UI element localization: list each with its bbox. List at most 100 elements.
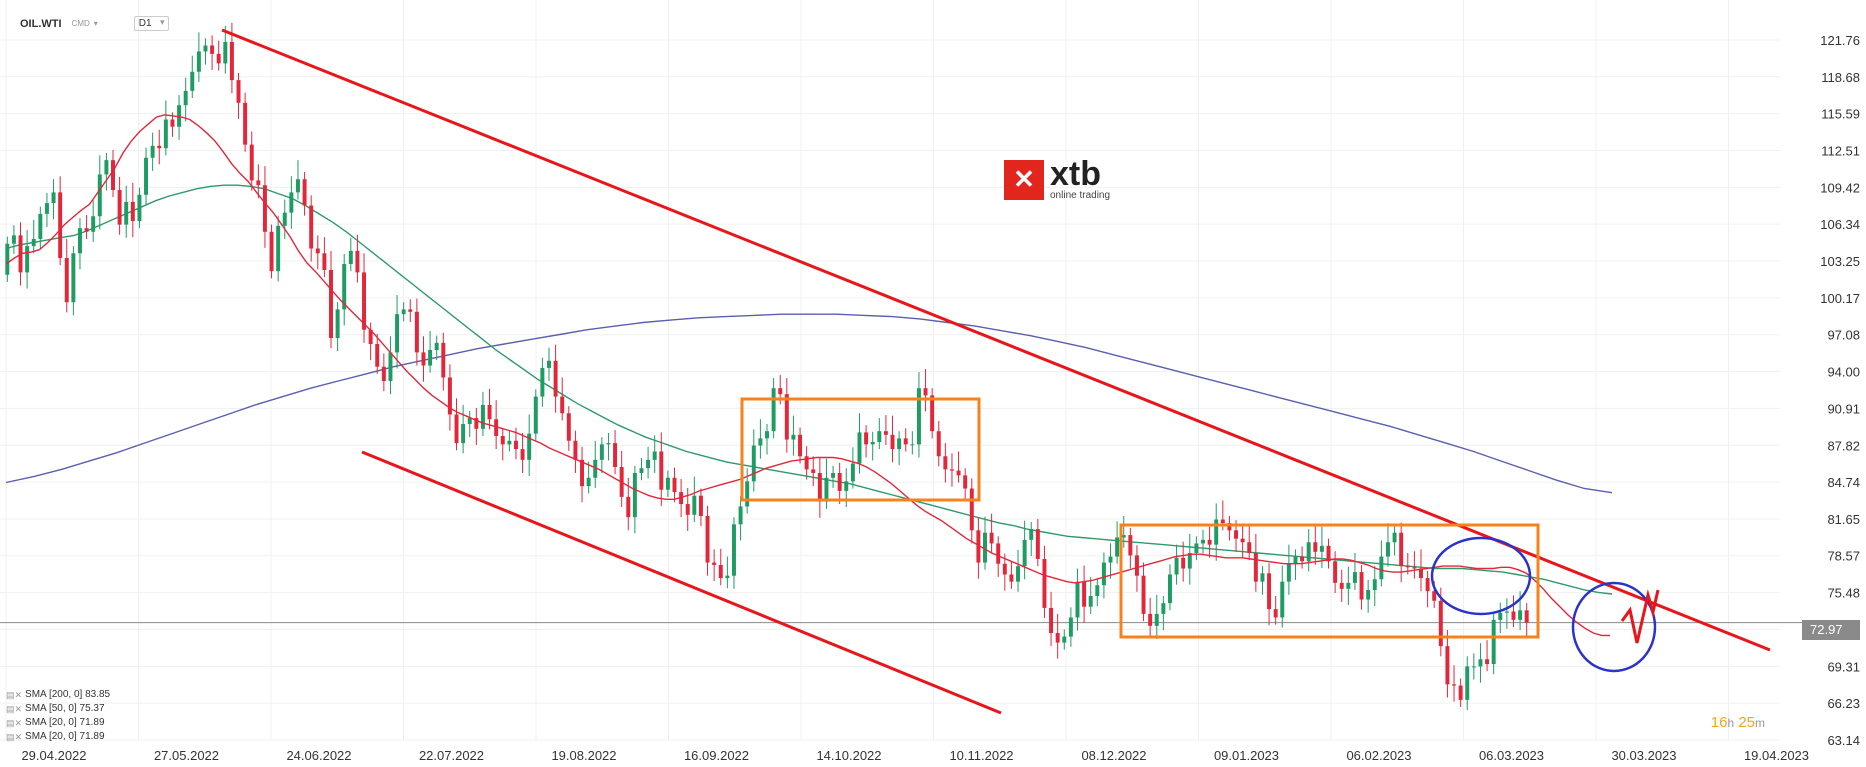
- candle-body: [1438, 600, 1443, 647]
- candle-body: [282, 212, 287, 226]
- candle-body: [1425, 578, 1430, 592]
- candle-body: [236, 80, 241, 103]
- candle-body: [705, 515, 710, 563]
- candle-body: [1167, 574, 1172, 604]
- legend-item[interactable]: ▤✕ SMA [200, 0] 83.85: [6, 688, 110, 702]
- candle-body: [1293, 556, 1298, 564]
- y-tick-label: 106.34: [1820, 217, 1860, 232]
- candle-body: [1220, 519, 1225, 524]
- candle-body: [1326, 545, 1331, 562]
- candle-body: [1339, 582, 1344, 589]
- candle-body: [1458, 685, 1463, 700]
- settings-icon[interactable]: ▤✕: [6, 690, 23, 700]
- candle-body: [1134, 555, 1139, 576]
- timeframe-select[interactable]: D1: [133, 16, 169, 31]
- legend-item[interactable]: ▤✕ SMA [50, 0] 75.37: [6, 702, 110, 716]
- candle-body: [540, 367, 545, 397]
- candle-body: [1511, 611, 1516, 620]
- candle-body: [44, 203, 49, 214]
- candle-body: [64, 258, 69, 303]
- candle-body: [659, 451, 664, 490]
- candle-body: [652, 451, 657, 460]
- candle-body: [335, 309, 340, 339]
- candle-body: [1478, 659, 1483, 667]
- timer-hours-unit: h: [1727, 716, 1735, 730]
- candle-body: [302, 179, 307, 206]
- candle-body: [111, 160, 115, 190]
- candle-body: [150, 145, 155, 158]
- x-tick-label: 22.07.2022: [419, 748, 484, 763]
- candle-body: [758, 438, 763, 446]
- legend-item[interactable]: ▤✕ SMA [20, 0] 71.89: [6, 730, 110, 744]
- price-axis: 121.76 118.68 115.59 112.51 109.42 106.34 103.…: [1820, 33, 1860, 748]
- candle-body: [963, 475, 968, 489]
- candle-body: [804, 456, 809, 470]
- candle-body: [84, 228, 89, 232]
- candle-body: [342, 264, 347, 310]
- candle-body: [1121, 535, 1126, 538]
- candle-body: [467, 418, 472, 425]
- symbol-dropdown-icon[interactable]: ▾: [93, 19, 98, 28]
- candle-body: [1154, 613, 1159, 626]
- candle-body: [170, 119, 175, 127]
- candle-body: [51, 192, 56, 204]
- candle-body: [315, 248, 320, 254]
- highlight-circle-1: [1430, 536, 1532, 616]
- xtb-logo: ✕ xtb online trading: [1004, 157, 1110, 201]
- candle-body: [632, 472, 637, 518]
- candle-body: [639, 468, 644, 473]
- candle-body: [388, 352, 393, 382]
- candle-body: [613, 443, 618, 468]
- candle-body: [817, 472, 822, 502]
- sma200-path: [5, 313, 1613, 494]
- candle-body: [1108, 556, 1113, 563]
- candle-body: [104, 160, 109, 175]
- y-tick-label: 90.91: [1827, 401, 1860, 416]
- candle-body: [1359, 572, 1364, 600]
- range-box-1: [740, 397, 981, 502]
- candle-body: [1181, 557, 1186, 569]
- candle-body: [1346, 582, 1351, 589]
- candle-body: [441, 342, 446, 378]
- settings-icon[interactable]: ▤✕: [6, 732, 23, 742]
- y-tick-label: 118.68: [1821, 70, 1860, 85]
- candle-body: [1141, 575, 1146, 614]
- candle-body: [494, 419, 499, 436]
- candle-body: [1148, 613, 1153, 626]
- candle-body: [1240, 538, 1245, 543]
- candle-body: [461, 424, 466, 444]
- candle-body: [883, 431, 888, 435]
- candle-body: [91, 216, 96, 232]
- candle-body: [177, 105, 182, 127]
- candle-body: [381, 366, 386, 382]
- candle-body: [1498, 612, 1503, 620]
- candle-body: [778, 388, 783, 395]
- candle-body: [1372, 579, 1377, 591]
- settings-icon[interactable]: ▤✕: [6, 704, 23, 714]
- legend-item[interactable]: ▤✕ SMA [20, 0] 71.89: [6, 716, 110, 730]
- candle-body: [824, 477, 829, 502]
- timer-minutes-unit: m: [1755, 716, 1765, 730]
- candle-body: [949, 469, 954, 471]
- candle-body: [930, 395, 935, 432]
- symbol-label[interactable]: OIL.WTI: [20, 17, 62, 30]
- settings-icon[interactable]: ▤✕: [6, 718, 23, 728]
- candle-body: [1115, 537, 1120, 557]
- x-tick-label: 29.04.2022: [21, 748, 86, 763]
- candle-body: [877, 431, 882, 442]
- candle-body: [434, 342, 439, 350]
- candle-body: [850, 463, 855, 482]
- candle-body: [712, 562, 717, 565]
- candle-body: [1445, 646, 1450, 685]
- candle-body: [606, 443, 611, 445]
- candle-body: [956, 470, 961, 476]
- candle-body: [1412, 567, 1417, 569]
- candle-body: [1524, 610, 1529, 623]
- candle-body: [916, 388, 921, 445]
- candle-body: [738, 506, 743, 525]
- candle-body: [831, 472, 836, 478]
- x-tick-label: 30.03.2023: [1611, 748, 1676, 763]
- candle-body: [130, 201, 135, 222]
- x-tick-label: 19.04.2023: [1744, 748, 1809, 763]
